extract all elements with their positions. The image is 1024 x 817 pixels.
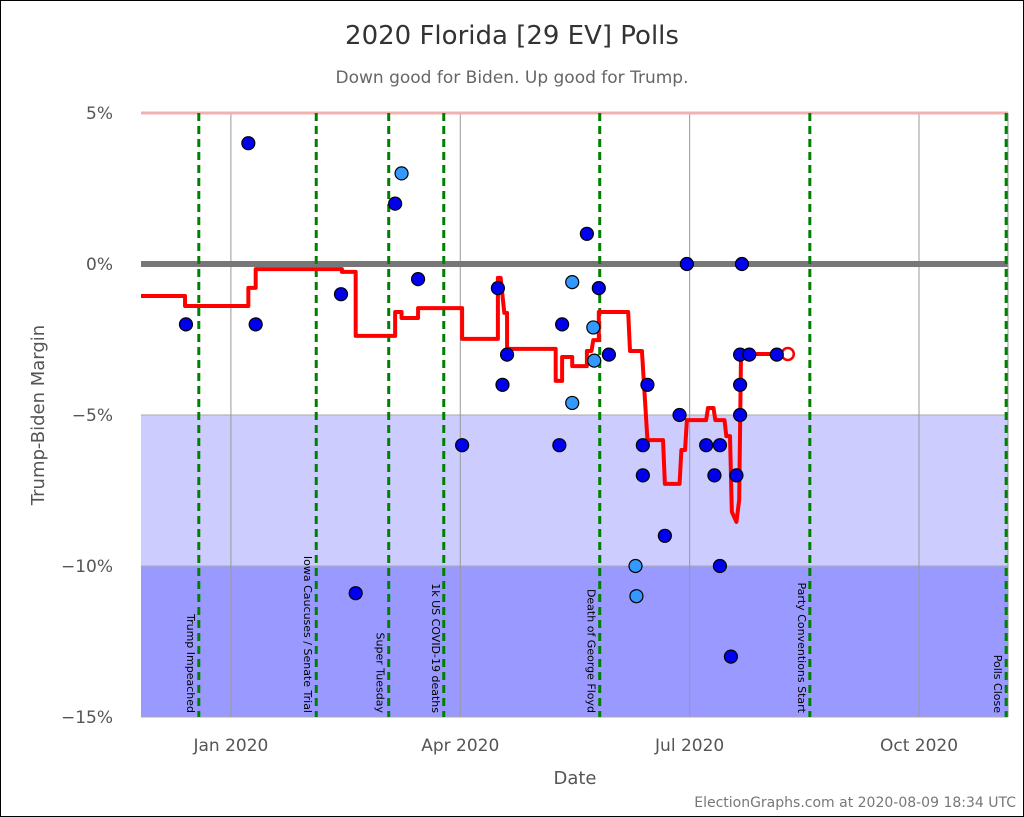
poll-point	[707, 468, 722, 483]
event-label: Trump Impeached	[184, 613, 197, 713]
poll-point	[586, 320, 601, 335]
y-tick-label: −15%	[61, 708, 113, 728]
poll-point	[628, 558, 643, 574]
band	[141, 566, 1008, 717]
poll-point	[591, 281, 606, 296]
y-tick-label: 0%	[86, 255, 113, 275]
poll-point	[723, 649, 739, 664]
x-axis-label: Date	[553, 768, 596, 789]
average-line	[141, 267, 788, 524]
event-label: Iowa Caucuses / Senate Trial	[301, 556, 314, 713]
poll-point	[587, 353, 602, 368]
y-tick-label: −5%	[72, 406, 113, 426]
poll-point	[699, 438, 714, 453]
poll-point	[579, 226, 594, 241]
event-label: 1k US COVID-19 deaths	[429, 583, 442, 713]
poll-point	[672, 407, 687, 423]
event-label: Super Tuesday	[374, 633, 387, 714]
poll-point	[733, 407, 748, 423]
chart-title: 2020 Florida [29 EV] Polls	[345, 21, 679, 51]
poll-point	[455, 438, 470, 453]
poll-point	[333, 287, 349, 302]
poll-point	[499, 347, 515, 362]
chart-subtitle: Down good for Biden. Up good for Trump.	[336, 68, 689, 88]
poll-point	[729, 468, 744, 483]
poll-point	[635, 438, 650, 453]
x-tick-label: Jul 2020	[654, 736, 724, 756]
event-label: Party Conventions Start	[795, 582, 808, 713]
poll-point	[640, 377, 655, 392]
x-tick-label: Oct 2020	[880, 736, 958, 756]
y-tick-label: 5%	[86, 104, 113, 124]
poll-point	[248, 317, 263, 332]
event-label: Death of George Floyd	[585, 589, 598, 713]
poll-point	[635, 468, 650, 483]
poll-point	[769, 347, 784, 362]
x-tick-label: Jan 2020	[192, 736, 268, 756]
poll-point	[712, 558, 728, 574]
poll-point	[394, 166, 409, 181]
poll-point	[178, 317, 194, 332]
poll-point	[410, 272, 426, 287]
poll-point	[555, 317, 570, 332]
x-tick-label: Apr 2020	[421, 736, 499, 756]
poll-point	[490, 281, 505, 296]
poll-point	[241, 136, 256, 151]
poll-point	[733, 377, 748, 392]
poll-point	[601, 347, 617, 362]
poll-point	[629, 589, 644, 604]
poll-point	[712, 438, 728, 453]
poll-point	[565, 275, 580, 290]
poll-point	[348, 586, 363, 601]
band	[141, 415, 1008, 566]
poll-point	[742, 347, 757, 362]
y-tick-label: −10%	[61, 557, 113, 577]
poll-point	[657, 528, 672, 543]
poll-point	[388, 196, 403, 211]
event-label: Polls Close	[991, 655, 1004, 714]
footer: ElectionGraphs.com at 2020-08-09 18:34 U…	[694, 795, 1016, 811]
poll-point	[679, 256, 694, 272]
poll-point	[552, 438, 567, 453]
poll-point	[565, 395, 580, 411]
y-axis-label: Trump-Biden Margin	[28, 325, 49, 506]
poll-point	[734, 256, 750, 272]
poll-point	[495, 377, 510, 392]
